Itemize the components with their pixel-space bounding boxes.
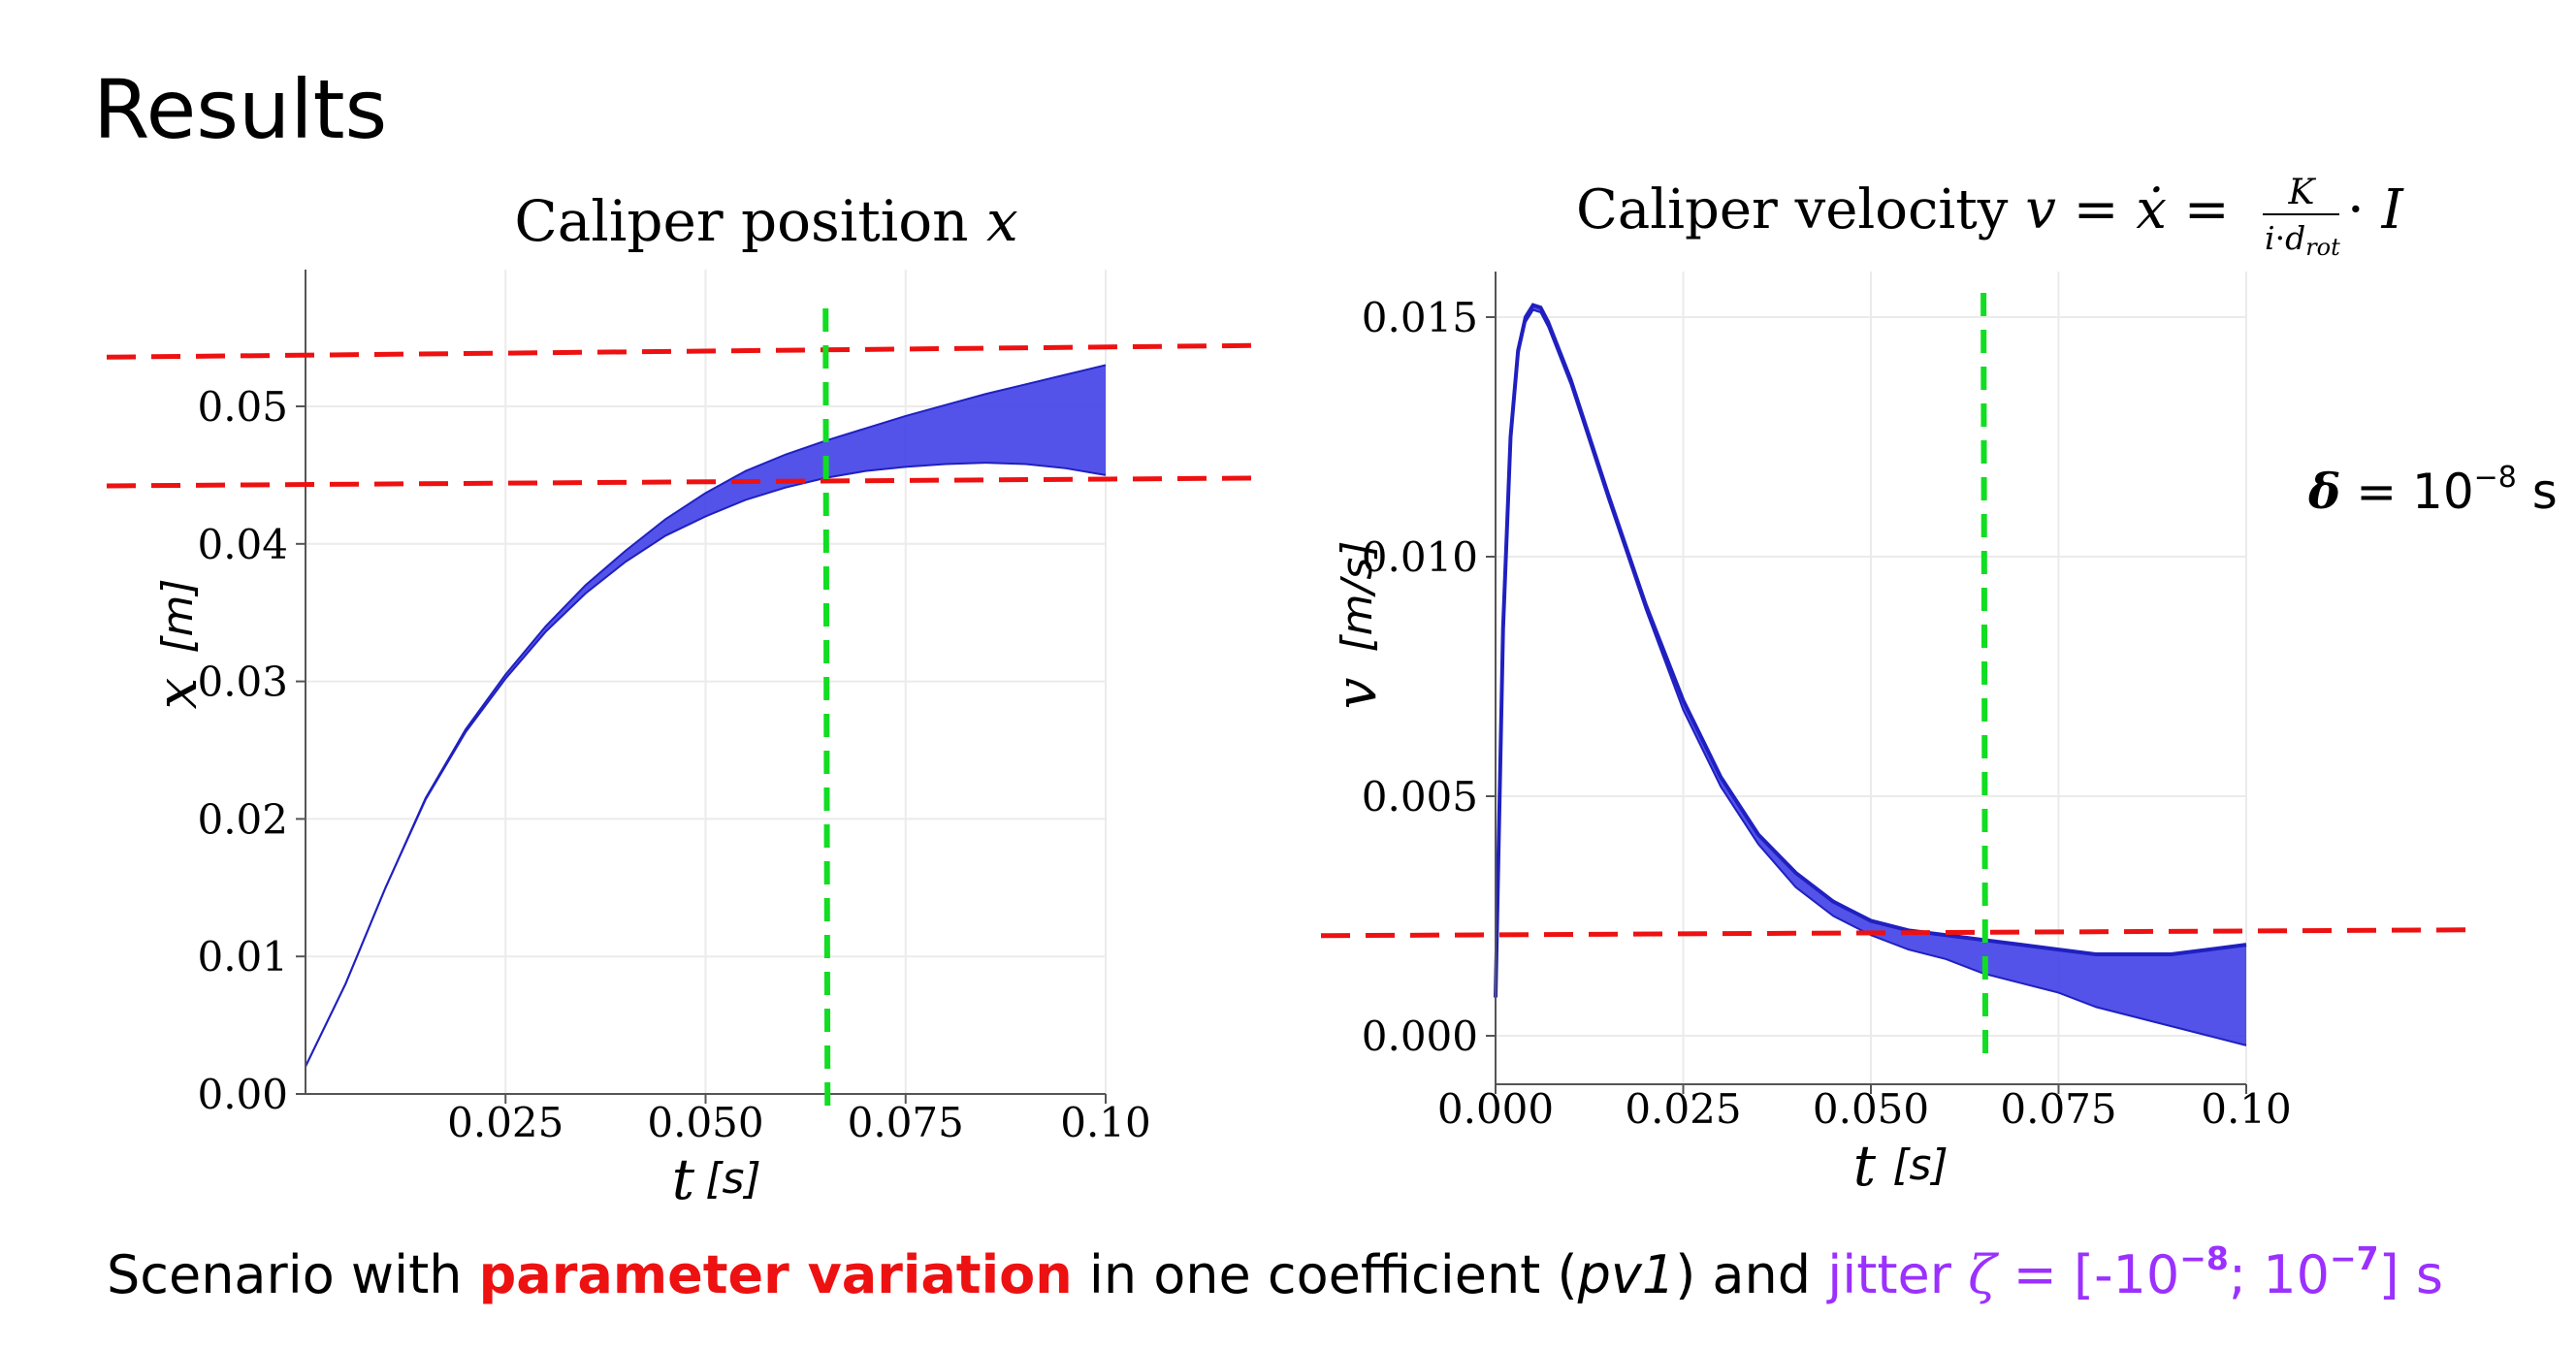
x-tick-label-0: 0.000 bbox=[1437, 1085, 1554, 1133]
y-tick-label-2: 0.02 bbox=[197, 795, 288, 843]
caption-jitter-exp1: −8 bbox=[2179, 1239, 2229, 1277]
velocity-band bbox=[1496, 305, 2246, 1045]
y-tick-label-0: 0.00 bbox=[197, 1071, 288, 1118]
position-chart: Caliper position x 0.000.010.020.030.040… bbox=[106, 188, 1252, 1212]
caption-part3: ) and bbox=[1675, 1244, 1828, 1305]
caption-jitter-end: ] s bbox=[2378, 1244, 2443, 1305]
fraction-den-sub: rot bbox=[2305, 234, 2340, 261]
x-tick-label-3: 0.10 bbox=[1060, 1099, 1151, 1146]
position-band-lower-edge bbox=[305, 462, 1107, 1068]
velocity-title-var: v bbox=[2025, 178, 2056, 241]
velocity-title-text: Caliper velocity bbox=[1576, 178, 2025, 241]
caption-part2: in one coefficient ( bbox=[1072, 1244, 1578, 1305]
position-xlabel-var: t bbox=[672, 1146, 695, 1212]
delta-unit: s bbox=[2516, 464, 2558, 520]
position-y-ticks: 0.00 0.01 0.02 0.03 0.04 0.05 bbox=[197, 383, 306, 1118]
fraction-den-d: d bbox=[2285, 219, 2305, 257]
velocity-ylabel: v [m/s] bbox=[1323, 541, 1389, 710]
y-tick-label-1: 0.01 bbox=[197, 933, 288, 980]
x-tick-label-2: 0.075 bbox=[848, 1099, 964, 1146]
y-tick-label-0: 0.000 bbox=[1362, 1012, 1478, 1060]
velocity-chart: Caliper velocity v = ẋ = K i·drot · I 0.… bbox=[1320, 173, 2466, 1199]
caption-highlight: parameter variation bbox=[478, 1244, 1073, 1305]
delta-exponent: −8 bbox=[2473, 461, 2517, 495]
position-title-text: Caliper position bbox=[514, 188, 986, 254]
velocity-title-tail-i: I bbox=[2381, 178, 2405, 241]
caption-jitter-eq: = [-10 bbox=[1996, 1244, 2180, 1305]
velocity-chart-title: Caliper velocity v = ẋ = bbox=[1576, 178, 2230, 241]
velocity-title-eq1: = bbox=[2056, 178, 2137, 241]
velocity-threshold-lines bbox=[1320, 927, 2466, 939]
position-chart-title: Caliper position x bbox=[514, 188, 1017, 254]
caption-italic: pv1 bbox=[1577, 1244, 1676, 1305]
velocity-title-tail: · I bbox=[2347, 178, 2405, 241]
y-tick-label-1: 0.005 bbox=[1362, 773, 1478, 820]
caption-part1: Scenario with bbox=[107, 1244, 479, 1305]
caption-jitter-word: jitter bbox=[1827, 1244, 1969, 1305]
velocity-y-ticks: 0.000 0.005 0.010 0.015 bbox=[1362, 294, 1496, 1060]
velocity-xlabel-var: t bbox=[1853, 1133, 1877, 1199]
position-ylabel-var: x bbox=[144, 678, 209, 710]
caption-jitter-exp2: −7 bbox=[2329, 1239, 2379, 1277]
velocity-time-marker bbox=[1980, 292, 1989, 1066]
slide-title: Results bbox=[93, 62, 388, 157]
y-tick-label-3: 0.03 bbox=[197, 659, 288, 706]
velocity-band-lower-edge bbox=[1495, 308, 2247, 1046]
velocity-x-ticks: 0.000 0.025 0.050 0.075 0.10 bbox=[1437, 1084, 2292, 1133]
y-tick-label-2: 0.010 bbox=[1362, 533, 1478, 581]
position-title-var: x bbox=[986, 188, 1018, 254]
velocity-title-xdot: ẋ bbox=[2136, 178, 2167, 241]
x-tick-label-2: 0.050 bbox=[1813, 1085, 1929, 1133]
delta-eq: = 10 bbox=[2340, 464, 2474, 520]
x-tick-label-1: 0.025 bbox=[1625, 1085, 1741, 1133]
position-grid bbox=[306, 270, 1107, 1095]
fraction-numerator: K bbox=[2288, 173, 2317, 212]
x-tick-label-4: 0.10 bbox=[2201, 1085, 2292, 1133]
position-ylabel-unit: [m] bbox=[153, 578, 203, 653]
velocity-title-fraction: K i·drot bbox=[2263, 173, 2340, 261]
x-tick-label-3: 0.075 bbox=[2000, 1085, 2116, 1133]
y-tick-label-5: 0.05 bbox=[197, 383, 288, 431]
velocity-band-upper-edge bbox=[1494, 303, 2247, 998]
delta-symbol: δ bbox=[2308, 463, 2341, 520]
fraction-denominator: i·drot bbox=[2265, 219, 2340, 261]
position-x-ticks: 0.025 0.050 0.075 0.10 bbox=[447, 1094, 1151, 1146]
delta-note: δ = 10−8 s bbox=[2308, 461, 2558, 520]
fraction-den-i: i bbox=[2265, 219, 2275, 257]
velocity-xlabel-unit: [s] bbox=[1892, 1141, 1948, 1190]
caption-jitter-mid: ; 10 bbox=[2228, 1244, 2330, 1305]
velocity-title-tail-dot: · bbox=[2347, 178, 2382, 241]
position-band bbox=[306, 365, 1106, 1067]
y-tick-label-4: 0.04 bbox=[197, 521, 288, 568]
position-xlabel-unit: [s] bbox=[705, 1154, 760, 1204]
velocity-title-eq2: = bbox=[2167, 178, 2230, 241]
position-time-marker bbox=[822, 307, 831, 1107]
y-tick-label-3: 0.015 bbox=[1362, 294, 1478, 341]
x-tick-label-1: 0.050 bbox=[647, 1099, 763, 1146]
x-tick-label-0: 0.025 bbox=[447, 1099, 564, 1146]
velocity-ylabel-var: v bbox=[1323, 677, 1389, 709]
fraction-den-dot: · bbox=[2275, 219, 2286, 257]
threshold-line-0 bbox=[106, 342, 1252, 360]
velocity-ylabel-unit: [m/s] bbox=[1333, 541, 1382, 653]
position-threshold-lines bbox=[106, 342, 1252, 489]
threshold-line-1 bbox=[106, 475, 1252, 489]
caption-jitter-symbol: ζ bbox=[1968, 1244, 1997, 1305]
position-ylabel: x [m] bbox=[144, 578, 209, 709]
threshold-line-0 bbox=[1320, 927, 2466, 939]
slide-caption: Scenario with parameter variation in one… bbox=[107, 1239, 2443, 1305]
